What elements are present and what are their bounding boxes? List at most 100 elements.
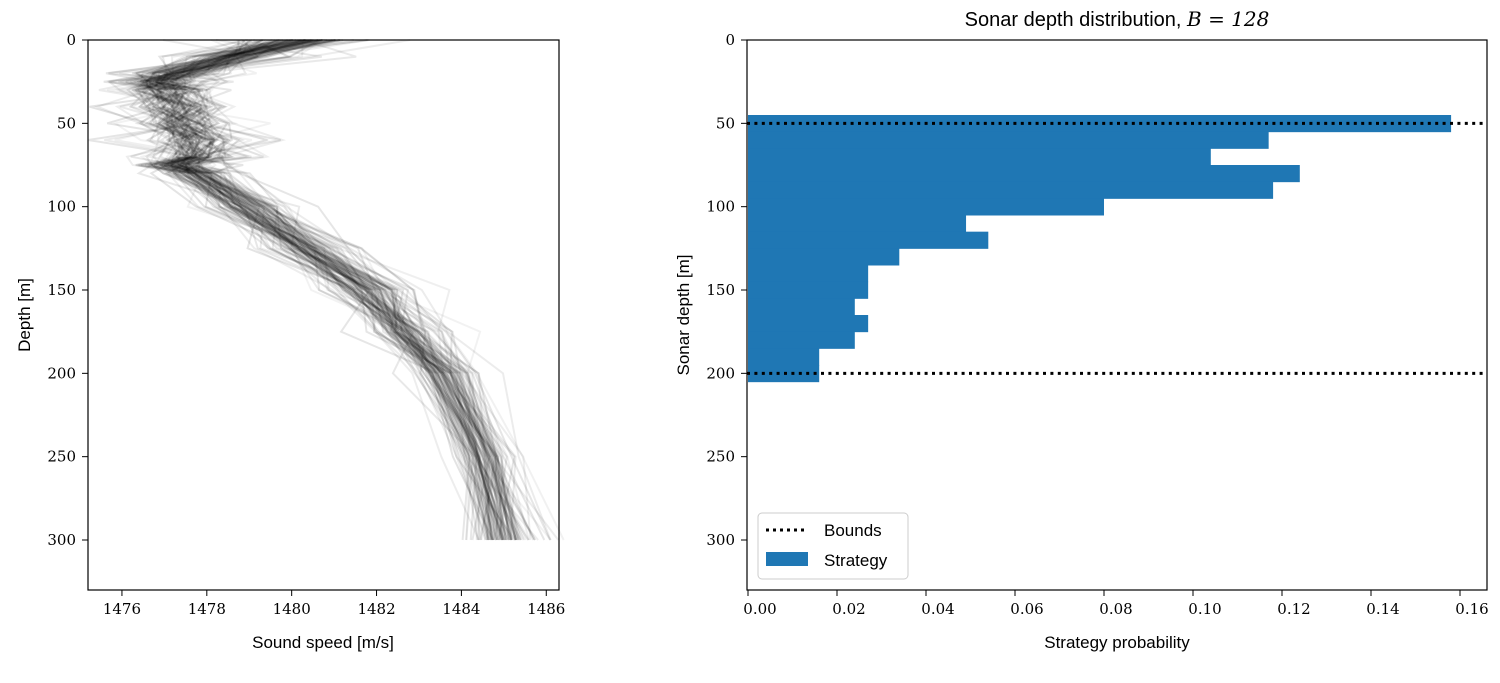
sound-speed-profile <box>154 39 481 541</box>
sound-speed-profile <box>106 39 505 541</box>
x-tick-label: 0.02 <box>832 600 865 618</box>
strategy-bar <box>748 315 869 333</box>
x-tick-label: 1484 <box>442 600 480 618</box>
sound-speed-profiles <box>87 39 565 541</box>
sound-speed-profile <box>98 39 502 541</box>
sound-speed-profile <box>140 39 507 541</box>
strategy-bar <box>748 265 869 283</box>
sound-speed-profile <box>161 39 530 541</box>
sound-speed-profile <box>180 39 546 541</box>
x-tick-label: 0.14 <box>1366 600 1399 618</box>
sound-speed-profile <box>145 39 520 541</box>
sound-speed-profile <box>142 39 498 541</box>
y-tick-label: 100 <box>706 198 735 216</box>
sound-speed-profile <box>89 39 494 541</box>
x-tick-label: 1480 <box>273 600 311 618</box>
strategy-bar <box>748 365 820 383</box>
x-tick-label: 0.00 <box>743 600 776 618</box>
sound-speed-profile <box>174 39 522 541</box>
y-tick-label: 0 <box>725 31 735 49</box>
strategy-bar <box>748 215 967 233</box>
sound-speed-profile <box>103 39 507 541</box>
sound-speed-profile <box>162 39 511 541</box>
right-plot-frame <box>746 39 1488 591</box>
sound-speed-profile <box>119 39 508 541</box>
sound-speed-profile <box>151 39 492 541</box>
sound-speed-profile <box>157 39 493 541</box>
sound-speed-profile <box>132 39 490 541</box>
sound-speed-profile <box>168 39 518 541</box>
x-tick-label: 0.10 <box>1188 600 1221 618</box>
sound-speed-profile <box>142 39 495 541</box>
sound-speed-profile <box>130 39 530 541</box>
sound-speed-profile <box>163 39 522 541</box>
sound-speed-profile <box>119 39 512 541</box>
sound-speed-profile <box>137 39 478 541</box>
sound-speed-profile <box>126 39 516 541</box>
sound-speed-profile <box>154 39 517 541</box>
sound-speed-profile <box>159 39 519 541</box>
sound-speed-profile <box>132 39 510 541</box>
y-tick-label: 300 <box>47 531 76 549</box>
sound-speed-profile <box>107 39 500 541</box>
left-y-label: Depth [m] <box>15 278 34 352</box>
sound-speed-profile <box>138 39 481 541</box>
x-tick-label: 0.16 <box>1455 600 1488 618</box>
sound-speed-profile <box>135 39 495 541</box>
sound-speed-profile <box>151 39 502 541</box>
sound-speed-profile <box>196 39 565 541</box>
right-chart-title: Sonar depth distribution, B = 128 <box>965 7 1270 31</box>
sound-speed-profile <box>144 39 539 541</box>
sound-speed-profile <box>154 39 508 541</box>
sound-speed-profile <box>106 39 503 541</box>
sound-speed-chart: 1476 1478 1480 1482 1484 1486 0 50 100 150 200 250… <box>15 31 565 652</box>
y-tick-label: 300 <box>706 531 735 549</box>
sound-speed-profile <box>151 39 506 541</box>
sound-speed-profile <box>125 39 503 541</box>
strategy-bar <box>748 165 1300 183</box>
legend: Bounds Strategy <box>757 512 909 580</box>
sound-speed-profile <box>114 39 508 541</box>
left-plot-frame <box>87 39 560 591</box>
sound-speed-profile <box>130 39 505 541</box>
sound-speed-profile <box>149 39 518 541</box>
sound-speed-profile <box>157 39 497 541</box>
sound-speed-profile <box>163 39 491 541</box>
sound-speed-profile <box>130 39 499 541</box>
sound-speed-profile <box>137 39 510 541</box>
strategy-bar <box>748 298 855 316</box>
sound-speed-profile <box>112 39 521 541</box>
y-tick-label: 0 <box>66 31 76 49</box>
sound-speed-profile <box>87 39 494 541</box>
sound-speed-profile <box>105 39 494 541</box>
left-x-ticks: 1476 1478 1480 1482 1484 1486 <box>103 590 565 618</box>
strategy-bars <box>748 115 1452 383</box>
y-tick-label: 100 <box>47 198 76 216</box>
sound-speed-profile <box>174 39 510 541</box>
sound-speed-profile <box>155 39 494 541</box>
sound-speed-profile <box>164 39 510 541</box>
sound-speed-profile <box>168 39 507 541</box>
sound-speed-profile <box>196 39 551 541</box>
right-y-label: Sonar depth [m] <box>674 255 693 376</box>
sound-speed-profile <box>137 39 490 541</box>
sound-speed-profile <box>154 39 501 541</box>
sound-speed-profile <box>179 39 560 541</box>
sound-speed-profile <box>153 39 491 541</box>
title-math: B = 128 <box>1186 7 1269 31</box>
sound-speed-profile <box>148 39 503 541</box>
x-tick-label: 1476 <box>103 600 141 618</box>
sound-speed-profile <box>132 39 498 541</box>
sound-speed-profile <box>165 39 517 541</box>
sound-speed-profile <box>145 39 499 541</box>
sound-speed-profile <box>137 39 493 541</box>
sound-speed-profile <box>145 39 487 541</box>
sound-speed-profile <box>165 39 532 541</box>
sound-speed-profile <box>141 39 504 541</box>
right-x-label: Strategy probability <box>1044 633 1190 652</box>
strategy-bar <box>748 181 1274 199</box>
sound-speed-profile <box>94 39 490 541</box>
sound-speed-profile <box>155 39 535 541</box>
y-tick-label: 250 <box>47 448 76 466</box>
